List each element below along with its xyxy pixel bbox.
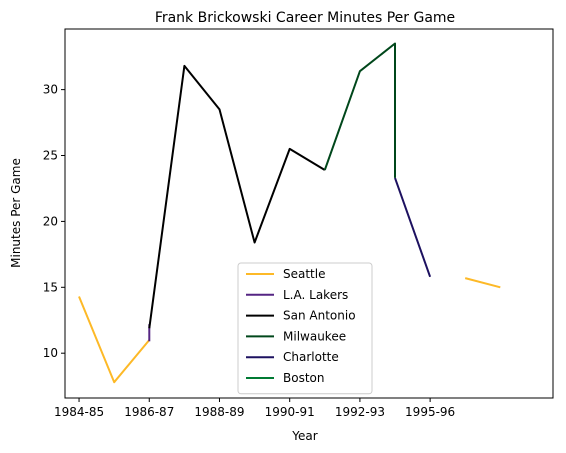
- x-axis-title: Year: [291, 429, 317, 443]
- y-tick-label: 15: [43, 280, 58, 294]
- legend-label: San Antonio: [283, 309, 356, 323]
- x-tick-label: 1986-87: [124, 405, 174, 419]
- chart-title: Frank Brickowski Career Minutes Per Game: [155, 10, 455, 26]
- legend-label: L.A. Lakers: [283, 288, 348, 302]
- legend-label: Boston: [283, 371, 324, 385]
- x-axis: 1984-85 1986-87 1988-89 1990-91 1992-93 1995-…: [54, 398, 455, 419]
- legend: Seattle L.A. Lakers San Antonio Milwaukee Ch…: [237, 262, 373, 395]
- legend-label: Charlotte: [283, 350, 339, 364]
- plot-frame: [64, 28, 554, 399]
- y-tick-label: 30: [43, 83, 58, 97]
- series-line-seattle-1: [464, 277, 501, 289]
- series-line-san-antonio-0: [148, 64, 326, 329]
- series-line-seattle-0: [78, 296, 151, 384]
- legend-label: Milwaukee: [283, 329, 346, 343]
- x-tick-label: 1984-85: [54, 405, 104, 419]
- x-tick-label: 1995-96: [405, 405, 455, 419]
- y-tick-label: 25: [43, 149, 58, 163]
- y-axis: 10 15 20 25 30: [43, 83, 65, 360]
- series-line-charlotte-0: [394, 177, 432, 278]
- y-tick-label: 10: [43, 346, 58, 360]
- series-line-milwaukee-0: [323, 42, 396, 178]
- x-tick-label: 1992-93: [335, 405, 385, 419]
- x-tick-label: 1988-89: [194, 405, 244, 419]
- y-axis-title: Minutes Per Game: [9, 158, 23, 268]
- legend-label: Seattle: [283, 267, 325, 281]
- x-tick-label: 1990-91: [265, 405, 315, 419]
- y-tick-label: 20: [43, 214, 58, 228]
- plot-area: [78, 42, 501, 384]
